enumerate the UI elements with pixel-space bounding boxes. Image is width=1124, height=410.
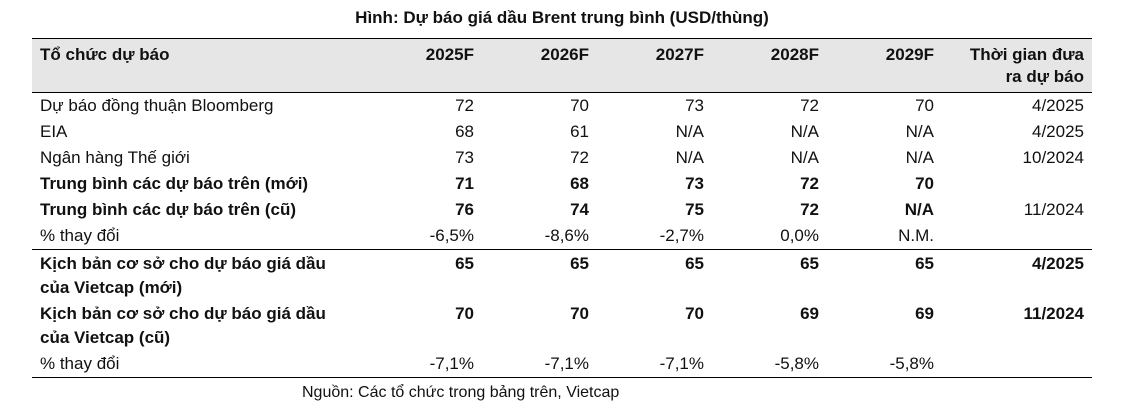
table-header: Tổ chức dự báo 2025F 2026F 2027F 2028F 2… [32, 38, 1092, 93]
header-2029f: 2029F [827, 38, 942, 93]
value-cell: N.M. [898, 226, 934, 245]
value-cell: 70 [570, 96, 589, 115]
source-note: Nguồn: Các tổ chức trong bảng trên, Viet… [302, 384, 620, 401]
value-cell: -5,8% [827, 351, 942, 378]
value-cell: -7,1% [367, 351, 482, 378]
header-2025f: 2025F [367, 38, 482, 93]
table-row: Ngân hàng Thế giới 73 72 N/A N/A N/A 10/2024 [32, 145, 1092, 171]
value-cell: 65 [367, 249, 482, 301]
value-cell: -5,8% [712, 351, 827, 378]
row-label: Ngân hàng Thế giới [40, 148, 190, 167]
header-2028f: 2028F [712, 38, 827, 93]
value-cell: N/A [790, 122, 819, 141]
value-cell: N/A [675, 148, 704, 167]
value-cell: 72 [800, 96, 819, 115]
value-cell: 75 [685, 200, 704, 219]
row-label: % thay đổi [32, 351, 367, 378]
header-2026f: 2026F [482, 38, 597, 93]
forecast-table: Tổ chức dự báo 2025F 2026F 2027F 2028F 2… [32, 38, 1092, 378]
row-label: EIA [40, 122, 68, 141]
value-cell: 72 [455, 96, 474, 115]
row-label: Trung bình các dự báo trên (mới) [40, 174, 309, 193]
table-row: Kịch bản cơ sở cho dự báo giá dầu của Vi… [32, 301, 1092, 351]
value-cell: 73 [685, 96, 704, 115]
value-cell: 68 [570, 174, 589, 193]
value-cell: 65 [597, 249, 712, 301]
value-cell: N/A [905, 148, 934, 167]
figure-title: Hình: Dự báo giá dầu Brent trung bình (U… [355, 8, 769, 27]
forecast-date-cell: 11/2024 [1023, 304, 1084, 323]
header-forecast-date: Thời gian đưa ra dự báo [942, 38, 1092, 93]
value-cell: 71 [455, 174, 474, 193]
value-cell: 70 [915, 96, 934, 115]
value-cell: 69 [915, 304, 934, 323]
value-cell: 76 [455, 200, 474, 219]
forecast-date-cell: 4/2025 [942, 249, 1092, 301]
header-row: Tổ chức dự báo 2025F 2026F 2027F 2028F 2… [32, 38, 1092, 93]
row-label: % thay đổi [40, 226, 120, 245]
value-cell: N/A [904, 200, 934, 219]
header-organization: Tổ chức dự báo [32, 38, 367, 93]
row-label: Kịch bản cơ sở cho dự báo giá dầu của Vi… [32, 249, 367, 301]
value-cell: 61 [570, 122, 589, 141]
table-row: Dự báo đồng thuận Bloomberg 72 70 73 72 70 4/2… [32, 93, 1092, 120]
value-cell: 72 [570, 148, 589, 167]
header-2027f: 2027F [597, 38, 712, 93]
value-cell: 73 [455, 148, 474, 167]
table-row: EIA 68 61 N/A N/A N/A 4/2025 [32, 119, 1092, 145]
row-label: Kịch bản cơ sở cho dự báo giá dầu của Vi… [40, 304, 326, 347]
table-row: Kịch bản cơ sở cho dự báo giá dầu của Vi… [32, 249, 1092, 301]
value-cell: -7,1% [482, 351, 597, 378]
value-cell: 68 [455, 122, 474, 141]
value-cell: 65 [712, 249, 827, 301]
value-cell: -7,1% [597, 351, 712, 378]
forecast-date-cell: 10/2024 [1022, 148, 1084, 167]
value-cell: 70 [455, 304, 474, 323]
value-cell: N/A [790, 148, 819, 167]
value-cell: -2,7% [659, 226, 704, 245]
value-cell: 65 [482, 249, 597, 301]
forecast-date-cell [942, 351, 1092, 378]
row-label: Dự báo đồng thuận Bloomberg [40, 96, 274, 115]
forecast-date-cell [942, 223, 1092, 250]
value-cell: N/A [675, 122, 704, 141]
table-body: Dự báo đồng thuận Bloomberg 72 70 73 72 70 4/2… [32, 93, 1092, 378]
value-cell: 70 [685, 304, 704, 323]
value-cell: 73 [685, 174, 704, 193]
value-cell: N/A [905, 122, 934, 141]
value-cell: 65 [827, 249, 942, 301]
value-cell: -8,6% [544, 226, 589, 245]
value-cell: 70 [570, 304, 589, 323]
forecast-date-cell: 4/2025 [1032, 122, 1084, 141]
forecast-date-cell: 11/2024 [1023, 200, 1084, 219]
value-cell: 69 [800, 304, 819, 323]
value-cell: 0,0% [780, 226, 819, 245]
forecast-date-cell: 4/2025 [1032, 96, 1084, 115]
row-label: Trung bình các dự báo trên (cũ) [40, 200, 296, 219]
table-row: % thay đổi -7,1% -7,1% -7,1% -5,8% -5,8% [32, 351, 1092, 378]
table-row: % thay đổi -6,5% -8,6% -2,7% 0,0% N.M. [32, 223, 1092, 250]
forecast-date-cell [942, 171, 1092, 197]
value-cell: 72 [800, 200, 819, 219]
table-row: Trung bình các dự báo trên (cũ) 76 74 75 72 N… [32, 197, 1092, 223]
table-row: Trung bình các dự báo trên (mới) 71 68 73 72… [32, 171, 1092, 197]
value-cell: -6,5% [429, 226, 474, 245]
value-cell: 70 [915, 174, 934, 193]
value-cell: 72 [800, 174, 819, 193]
value-cell: 74 [570, 200, 589, 219]
